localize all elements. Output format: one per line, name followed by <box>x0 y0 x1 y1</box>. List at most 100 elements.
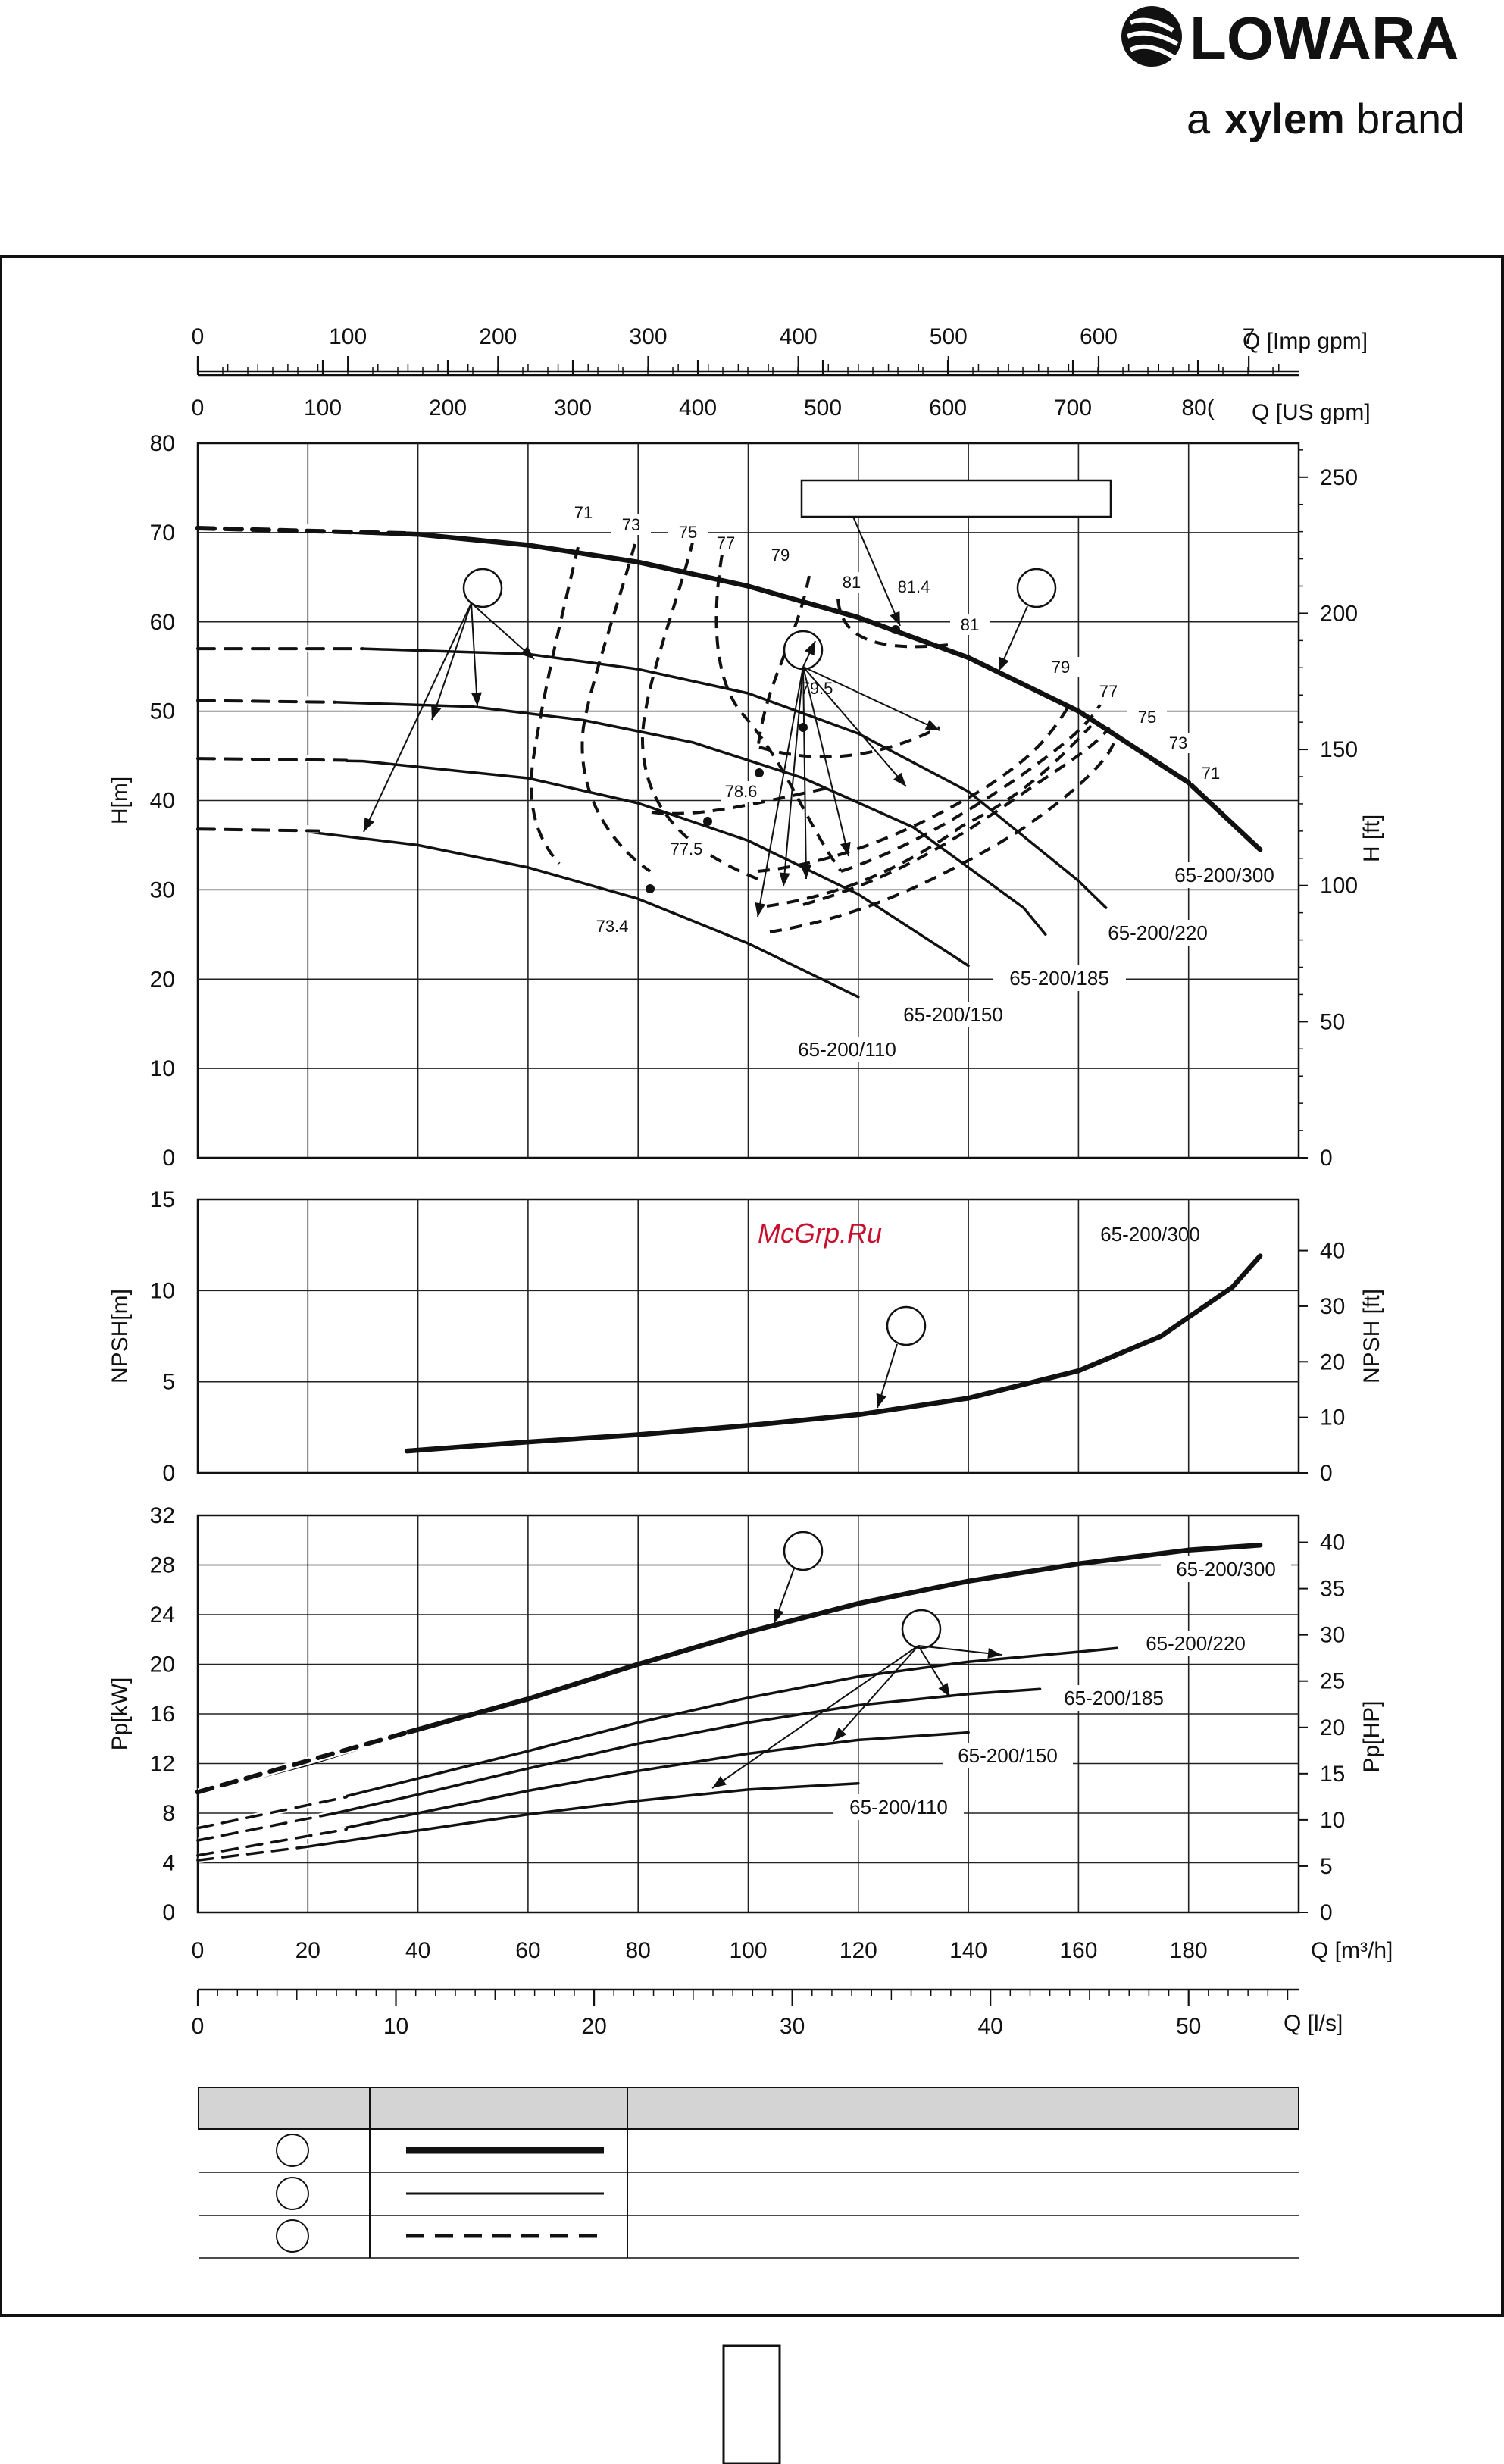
tick-label-npsh-ft: 0 <box>1320 1461 1333 1486</box>
head-curve-dashed-start <box>196 827 320 833</box>
efficiency-title-box <box>800 479 1112 518</box>
callout-arrow-head <box>774 1608 784 1623</box>
efficiency-iso-curve <box>757 703 1071 873</box>
tick-label-impgpm: 100 <box>329 324 367 349</box>
tick-label-p: 4 <box>162 1851 175 1876</box>
tagline-brand: xylem <box>1224 95 1345 142</box>
tagline-prefix: a <box>1187 95 1211 142</box>
tick-label-p: 12 <box>150 1752 175 1777</box>
tick-label-npsh-ft: 30 <box>1320 1294 1345 1319</box>
npsh-ft-axis-title: NPSH [ft] <box>1359 1289 1384 1384</box>
head-label-bg <box>1158 862 1291 888</box>
tick-label-h: 70 <box>150 521 175 546</box>
power-curve-65-200-300 <box>195 1543 1263 1795</box>
callout-circle-power-300 <box>783 1531 824 1571</box>
page-number-box <box>722 2344 781 2464</box>
tick-label-ls: 10 <box>383 2014 408 2039</box>
efficiency-iso-curve <box>766 724 1093 908</box>
callout-arrow-head <box>833 1727 847 1741</box>
callout-arrow <box>757 666 804 918</box>
callout-arrow <box>471 602 478 707</box>
callout-circle-head-left <box>462 568 503 608</box>
efficiency-label: 78.6 <box>725 782 758 801</box>
callout-circle-head-right <box>1016 568 1057 608</box>
head-curve-label: 65-200/220 <box>1108 921 1208 944</box>
power-curve-65-200-220 <box>196 1646 1119 1830</box>
tick-label-ft: 200 <box>1320 601 1358 626</box>
legend-symbol-2 <box>276 2177 309 2210</box>
tick-label-p: 0 <box>162 1900 175 1925</box>
tick-label-npsh-ft: 10 <box>1320 1406 1345 1431</box>
tick-label-hp: 5 <box>1320 1854 1333 1879</box>
eff-label-bg <box>950 614 990 635</box>
power-curve-dashed-start <box>196 1828 348 1857</box>
hp-axis-title: Pp[HP] <box>1359 1700 1384 1772</box>
eff-label-bg <box>564 502 603 523</box>
eff-label-bg <box>894 577 933 597</box>
tick-label-ft: 150 <box>1320 737 1358 762</box>
power-curve-dashed-start <box>196 1845 310 1862</box>
legend-header <box>198 2087 1299 2130</box>
lowara-logo: LOWARA a xylem brand <box>1114 0 1504 159</box>
tick-label-m3h: 140 <box>949 1938 987 1963</box>
power-label-bg <box>943 1743 1073 1768</box>
efficiency-iso-curve <box>580 543 652 873</box>
callout-arrow-head <box>364 817 374 832</box>
callout-arrow-head <box>520 646 534 659</box>
usgpm-axis-title: Q [US gpm] <box>1252 400 1371 425</box>
power-curve-label: 65-200/185 <box>1064 1687 1164 1709</box>
efficiency-label: 73 <box>1169 733 1187 752</box>
callout-arrow <box>363 602 472 833</box>
tick-label-usgpm: 80( <box>1181 396 1214 421</box>
tick-label-p: 28 <box>150 1553 175 1578</box>
head-curve-65-200-220 <box>196 647 1108 909</box>
efficiency-iso-curve <box>802 726 1111 906</box>
efficiency-label: 77 <box>1099 682 1118 701</box>
impgpm-axis-title: Q [Imp gpm] <box>1243 329 1368 354</box>
eff-label-bg <box>1158 733 1198 753</box>
tick-label-usgpm: 100 <box>304 396 342 421</box>
tick-label-impgpm: 7 <box>1243 324 1255 349</box>
ft-axis-title: H [ft] <box>1359 815 1384 862</box>
callout-arrow <box>918 1645 1002 1656</box>
eff-label-bg <box>721 781 761 802</box>
eff-label-bg <box>1127 707 1167 727</box>
tick-label-hp: 10 <box>1320 1808 1345 1833</box>
efficiency-iso-curve <box>640 539 758 880</box>
eff-label-bg <box>761 545 800 565</box>
power-curve-dashed-start <box>195 1730 410 1795</box>
tick-label-impgpm: 300 <box>629 324 667 349</box>
callout-arrow-head <box>712 1776 727 1788</box>
tick-label-usgpm: 0 <box>192 396 205 421</box>
efficiency-label: 77.5 <box>671 840 703 858</box>
p-axis-title: Pp[kW] <box>108 1678 133 1751</box>
efficiency-label: 75 <box>679 523 697 542</box>
callout-arrow <box>471 602 535 660</box>
head-curve-65-200-300 <box>195 525 1263 852</box>
callout-circle-npsh <box>886 1305 927 1346</box>
head-label-bg <box>1091 920 1224 946</box>
efficiency-label: 79 <box>771 546 790 564</box>
tick-label-usgpm: 200 <box>429 396 467 421</box>
m3h-axis-title: Q [m³/h] <box>1311 1938 1393 1963</box>
efficiency-label: 81 <box>843 573 861 592</box>
eff-label-bg <box>611 514 651 535</box>
head-curve-label: 65-200/185 <box>1009 967 1109 990</box>
tick-label-h: 60 <box>150 610 175 635</box>
efficiency-label: 71 <box>1202 764 1220 783</box>
callout-arrow-head <box>924 720 940 730</box>
efficiency-label: 81.4 <box>898 577 930 596</box>
ls-axis-title: Q [l/s] <box>1284 2011 1343 2036</box>
chart-frame <box>0 255 1504 2317</box>
callout-arrow-head <box>999 656 1009 671</box>
head-curve-65-200-150 <box>196 757 970 968</box>
tick-label-hp: 0 <box>1320 1900 1333 1925</box>
brand-name: LOWARA <box>1190 5 1459 72</box>
efficiency-label: 75 <box>1138 708 1156 727</box>
lowara-mark-icon <box>1121 6 1182 67</box>
tick-label-h: 40 <box>150 789 175 814</box>
tick-label-m3h: 120 <box>840 1938 877 1963</box>
tick-label-p: 20 <box>150 1653 175 1678</box>
eff-label-bg <box>668 522 708 543</box>
